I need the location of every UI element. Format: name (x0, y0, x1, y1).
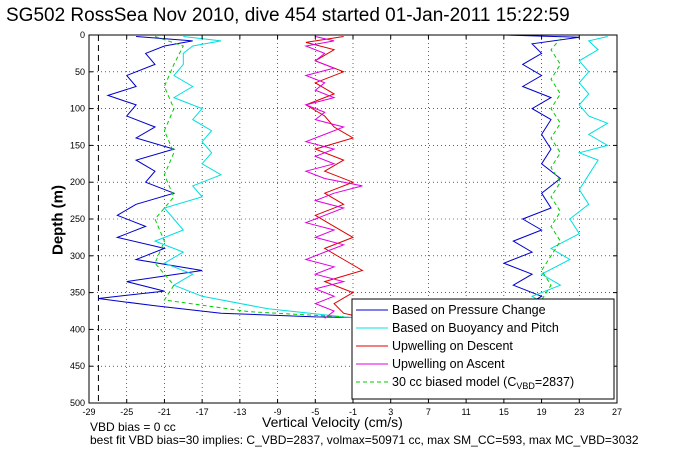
y-tick-label: 300 (70, 251, 85, 261)
y-tick-label: 100 (70, 104, 85, 114)
x-tick-label: 23 (574, 407, 584, 417)
legend-text-upwelling-descent: Upwelling on Descent (392, 339, 513, 353)
x-tick-label: 27 (612, 407, 622, 417)
x-tick-label: -1 (349, 407, 357, 417)
y-tick-label: 250 (70, 214, 85, 224)
legend-text-biased-model-suffix: =2837) (535, 375, 574, 389)
legend-box (351, 298, 615, 400)
x-tick-label: 3 (388, 407, 393, 417)
y-tick-label: 450 (70, 361, 85, 371)
y-tick-label: 50 (75, 67, 85, 77)
series-2-descent-line (304, 36, 495, 319)
series-0-descent-line (98, 36, 363, 319)
y-tick-label: 150 (70, 140, 85, 150)
series-3-ascent-line (304, 36, 363, 319)
x-tick-label: 7 (426, 407, 431, 417)
chart-title: SG502 RossSea Nov 2010, dive 454 started… (6, 5, 570, 26)
x-tick-label: -5 (311, 407, 319, 417)
data-series (98, 34, 609, 319)
legend-text-biased-model-sub: VBD (516, 381, 535, 391)
series-0-ascent-line (362, 34, 580, 319)
x-tick-label: -29 (82, 407, 95, 417)
vbd-bias-note: VBD bias = 0 cc (90, 420, 176, 434)
y-tick-label: 400 (70, 324, 85, 334)
x-axis-label: Vertical Velocity (cm/s) (262, 414, 403, 430)
x-tick-label: -25 (120, 407, 133, 417)
series-1-ascent-line (362, 36, 609, 319)
x-tick-label: 11 (461, 407, 470, 417)
legend-text-biased-model: 30 cc biased model (CVBD=2837) (392, 375, 574, 391)
x-tick-label: 15 (499, 407, 509, 417)
legend-text-upwelling-ascent: Upwelling on Ascent (392, 357, 505, 371)
y-tick-label: 350 (70, 288, 85, 298)
legend-text-biased-model-prefix: 30 cc biased model (C (392, 375, 516, 389)
x-tick-label: -9 (274, 407, 282, 417)
x-tick-label: -17 (196, 407, 209, 417)
series-4-descent-line (154, 36, 344, 318)
x-tick-label: 19 (537, 407, 547, 417)
legend-text-pressure: Based on Pressure Change (392, 303, 546, 317)
legend: Based on Pressure Change Based on Buoyan… (351, 298, 615, 400)
x-tick-label: -13 (233, 407, 246, 417)
best-fit-note: best fit VBD bias=30 implies: C_VBD=2837… (90, 433, 639, 447)
x-tick-label: -21 (158, 407, 171, 417)
series-4-ascent-line (381, 38, 561, 319)
legend-text-buoyancy: Based on Buoyancy and Pitch (392, 321, 559, 335)
series-1-descent-line (153, 36, 363, 319)
y-tick-label: 0 (80, 30, 85, 40)
y-tick-label: 500 (70, 398, 85, 408)
y-axis-label: Depth (m) (49, 185, 67, 255)
axes: -29 -25 -21 -17 -13 -9 -5 -1 3 7 11 15 19 23 270501001… (70, 30, 622, 417)
y-tick-label: 200 (70, 177, 85, 187)
